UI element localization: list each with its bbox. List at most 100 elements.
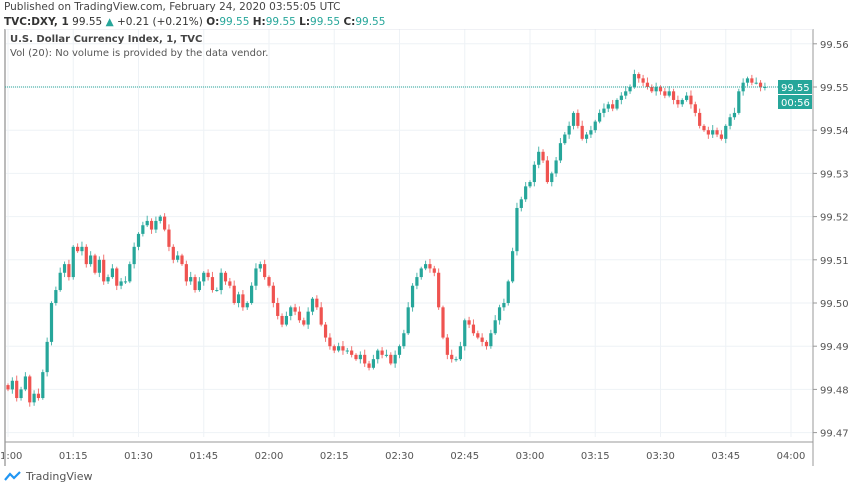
candle-body bbox=[497, 307, 502, 321]
candle-body bbox=[62, 264, 67, 273]
candle-body bbox=[402, 333, 406, 347]
candle-body bbox=[441, 307, 445, 338]
candle-body bbox=[189, 277, 193, 282]
candle-body bbox=[254, 268, 258, 286]
candle-body bbox=[236, 294, 241, 303]
candle-body bbox=[171, 246, 175, 260]
price-axis-label: 99.51 bbox=[820, 256, 849, 267]
candle-body bbox=[102, 259, 106, 282]
candle-body bbox=[345, 350, 349, 352]
candle-body bbox=[202, 272, 206, 282]
candle-body bbox=[750, 78, 754, 83]
candle-body bbox=[176, 255, 180, 260]
candle-body bbox=[424, 264, 428, 269]
candle-body bbox=[358, 354, 362, 360]
candle-body bbox=[719, 134, 723, 139]
candle-body bbox=[341, 346, 345, 351]
candle-body bbox=[45, 341, 49, 373]
candle-body bbox=[641, 78, 645, 83]
candle-body bbox=[480, 337, 484, 342]
candle-body bbox=[763, 87, 767, 88]
brand-name: TradingView bbox=[26, 470, 93, 483]
candle-body bbox=[654, 87, 658, 92]
candle-body bbox=[419, 268, 423, 278]
candle-body bbox=[54, 290, 58, 303]
candle-body bbox=[645, 82, 650, 87]
candle-body bbox=[384, 354, 389, 356]
candle-body bbox=[110, 268, 114, 278]
candle-body bbox=[250, 285, 254, 303]
candle-body bbox=[145, 220, 149, 226]
candle-body bbox=[206, 272, 210, 278]
candle-body bbox=[450, 354, 454, 360]
legend-title: U.S. Dollar Currency Index, 1, TVC bbox=[10, 34, 203, 45]
candle-body bbox=[276, 303, 280, 316]
candle-body bbox=[611, 104, 615, 109]
candle-body bbox=[711, 130, 715, 135]
up-arrow-icon: ▲ bbox=[105, 16, 114, 28]
candle-body bbox=[267, 277, 271, 286]
candle-body bbox=[19, 389, 23, 399]
candle-body bbox=[519, 199, 523, 208]
candle-body bbox=[10, 380, 14, 390]
candle-body bbox=[754, 82, 758, 84]
candle-body bbox=[119, 281, 123, 286]
candle-body bbox=[337, 346, 341, 351]
candle-body bbox=[228, 281, 232, 286]
candle-body bbox=[415, 277, 419, 286]
candle-body bbox=[528, 182, 532, 187]
candle-body bbox=[445, 337, 449, 355]
symbol-name: TVC:DXY, 1 bbox=[4, 16, 69, 28]
candle-body bbox=[15, 380, 19, 399]
close-label: C: bbox=[343, 16, 356, 28]
tradingview-logo[interactable]: TradingView bbox=[4, 470, 92, 483]
candle-body bbox=[245, 303, 249, 308]
time-axis-label: 01:00 bbox=[0, 451, 22, 462]
candle-body bbox=[141, 225, 145, 234]
candle-body bbox=[89, 255, 93, 265]
candle-body bbox=[502, 303, 506, 308]
candle-body bbox=[680, 99, 684, 105]
candle-body bbox=[284, 315, 288, 325]
candle-body bbox=[241, 294, 245, 308]
candle-body bbox=[215, 290, 219, 292]
candle-body bbox=[593, 121, 597, 131]
candle-body bbox=[350, 350, 354, 355]
chart-legend: U.S. Dollar Currency Index, 1, TVC Vol (… bbox=[10, 33, 268, 61]
last-price-badge bbox=[778, 80, 812, 94]
candle-body bbox=[397, 346, 402, 355]
countdown-badge bbox=[778, 95, 812, 109]
candle-body bbox=[476, 333, 480, 338]
candle-body bbox=[80, 246, 84, 252]
candle-body bbox=[149, 220, 154, 230]
price-change: +0.21 (+0.21%) bbox=[117, 16, 203, 28]
candle-body bbox=[106, 277, 110, 282]
candle-body bbox=[685, 95, 689, 100]
candle-body bbox=[263, 264, 267, 278]
candle-body bbox=[132, 246, 136, 265]
candle-body bbox=[628, 87, 632, 92]
candle-body bbox=[184, 264, 188, 282]
candle-body bbox=[84, 246, 88, 265]
candle-body bbox=[489, 333, 493, 347]
candle-body bbox=[271, 285, 275, 303]
candle-body bbox=[532, 164, 536, 183]
last-price-label: 99.55 bbox=[781, 83, 810, 94]
candle-body bbox=[706, 130, 710, 135]
candle-body bbox=[219, 272, 223, 291]
candle-body bbox=[615, 99, 619, 109]
candle-body bbox=[36, 393, 41, 399]
open-value: 99.55 bbox=[219, 16, 250, 28]
candle-body bbox=[524, 186, 528, 200]
candle-body bbox=[332, 346, 336, 351]
candle-body bbox=[406, 307, 410, 334]
candle-body bbox=[293, 307, 297, 312]
candle-body bbox=[602, 108, 606, 113]
candle-body bbox=[323, 324, 328, 338]
candle-body bbox=[280, 315, 284, 325]
candle-body bbox=[598, 112, 602, 122]
candle-body bbox=[67, 264, 71, 278]
price-chart[interactable]: 99.47 99.48 99.49 99.50 99.51 99.52 99.53 99.54… bbox=[0, 29, 852, 467]
candle-body bbox=[689, 95, 693, 105]
candle-body bbox=[363, 354, 367, 364]
